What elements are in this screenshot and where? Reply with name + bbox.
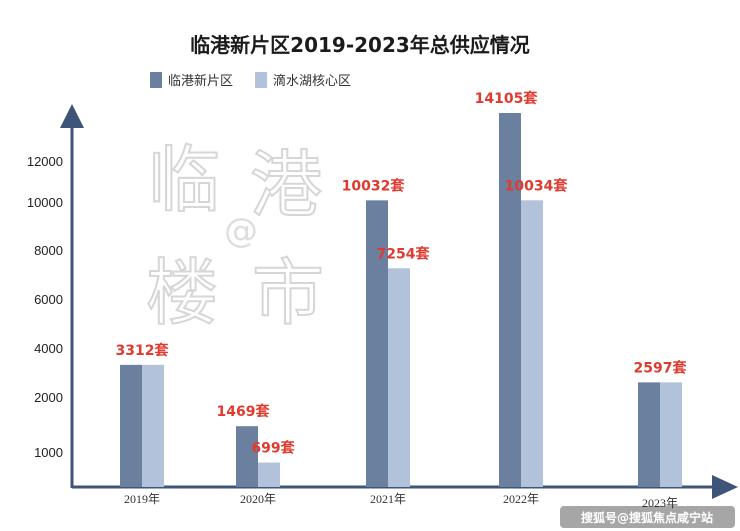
- x-tick-label: 2021年: [370, 492, 406, 506]
- x-tick-labels: 2019年 2020年 2021年 2022年 2023年: [124, 492, 678, 510]
- y-tick-label: 10000: [27, 195, 63, 210]
- legend: 临港新片区 滴水湖核心区: [150, 72, 351, 89]
- bar-series-2: [660, 382, 682, 487]
- data-label-series-1: 2597套: [634, 359, 687, 376]
- legend-swatch-series-2: [255, 72, 267, 88]
- watermark-char-2: 港: [250, 143, 322, 227]
- y-tick-label: 1000: [34, 445, 63, 460]
- watermark-at: @: [224, 211, 258, 251]
- legend-label-series-1: 临港新片区: [168, 73, 233, 89]
- watermark-char-3: 楼: [146, 251, 218, 335]
- y-tick-label: 2000: [34, 390, 63, 405]
- y-axis-arrow: [60, 104, 84, 128]
- watermark-char-4: 市: [252, 251, 324, 335]
- footer-watermark: 搜狐号@搜狐焦点咸宁站: [560, 506, 735, 528]
- y-tick-label: 6000: [34, 292, 63, 307]
- bar-series-2: [521, 200, 543, 488]
- bars: 3312套 1469套 699套 10032套 7254套 14105套 10034套 259…: [116, 90, 687, 488]
- data-label-series-1: 3312套: [116, 342, 169, 359]
- y-tick-labels: 1000 2000 4000 6000 8000 10000 12000: [27, 154, 63, 460]
- footer-text: 搜狐号@搜狐焦点咸宁站: [581, 510, 713, 525]
- bar-series-1: [499, 113, 521, 487]
- watermark-char-1: 临: [148, 138, 220, 222]
- bar-series-2: [142, 364, 164, 487]
- chart-title: 临港新片区2019-2023年总供应情况: [190, 33, 530, 57]
- data-label-series-2: 699套: [251, 440, 294, 457]
- bar-series-1: [120, 364, 142, 487]
- data-label-series-1: 14105套: [475, 90, 538, 107]
- y-tick-label: 8000: [34, 243, 63, 258]
- data-label-series-1: 10032套: [342, 177, 405, 194]
- x-tick-label: 2022年: [503, 492, 539, 506]
- legend-swatch-series-1: [150, 72, 162, 88]
- x-tick-label: 2019年: [124, 492, 160, 506]
- bar-series-1: [236, 426, 258, 487]
- bar-series-1: [638, 382, 660, 487]
- x-axis-arrow: [712, 475, 738, 499]
- data-label-series-2: 7254套: [377, 245, 430, 262]
- y-tick-label: 12000: [27, 154, 63, 169]
- data-label-series-1: 1469套: [217, 403, 270, 420]
- y-tick-label: 4000: [34, 341, 63, 356]
- footer-background: [560, 506, 735, 528]
- legend-label-series-2: 滴水湖核心区: [273, 73, 351, 89]
- x-tick-label: 2020年: [240, 492, 276, 506]
- bar-series-2: [258, 462, 280, 487]
- data-label-series-2: 10034套: [505, 177, 568, 194]
- bar-series-1: [366, 200, 388, 487]
- x-tick-label: 2023年: [642, 496, 678, 510]
- watermark: 临 港 @ 楼 市: [145, 137, 325, 336]
- bar-series-2: [388, 268, 410, 487]
